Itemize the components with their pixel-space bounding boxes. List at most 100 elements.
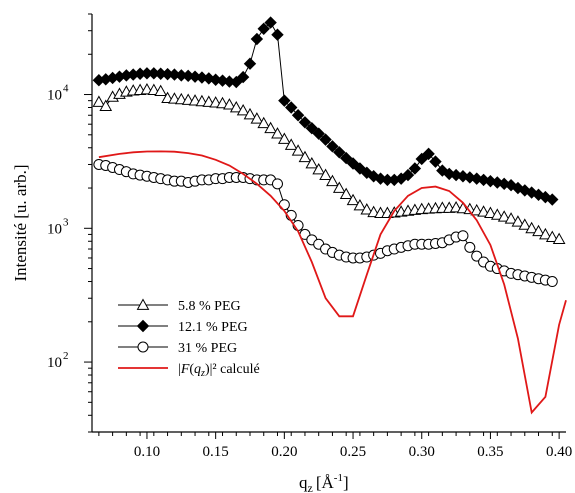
series-2 [92,16,559,206]
x-tick-label: 0.40 [546,444,572,460]
x-tick-label: 0.30 [409,444,435,460]
data-point [298,116,312,129]
data-point [504,212,518,224]
data-point [408,162,422,175]
data-point [277,132,291,144]
x-tick-label: 0.25 [340,444,366,460]
legend: 5.8 % PEG 12.1 % PEG 31 % PEG |F(qz)|² calc… [118,298,260,379]
data-point [532,224,545,237]
data-point [298,150,312,163]
data-point [353,198,367,211]
y-tick-label: 10 [47,88,62,104]
data-point [278,94,291,107]
series-4 [98,150,567,415]
x-axis-title-unit-end: ] [343,473,349,492]
data-point [305,122,319,135]
data-point [264,16,277,29]
data-point [236,103,250,116]
data-point [319,133,332,146]
x-axis-title-unit-exponent: -1 [334,472,343,484]
data-point [305,156,319,169]
data-point [518,218,532,230]
data-point [546,276,558,288]
data-point [346,193,360,206]
data-point [552,232,566,245]
y-tick-label: 10 [47,221,62,237]
data-point [236,70,250,84]
data-point [319,168,332,180]
data-point [285,101,298,114]
data-point [223,98,236,110]
data-point [271,28,284,41]
data-point [264,121,277,134]
data-point [92,95,106,107]
legend-item: 5.8 % PEG [118,298,241,314]
data-point [546,193,559,206]
data-point [333,146,346,159]
data-point [339,187,353,200]
data-point [250,32,264,46]
y-tick-label: 10 [47,355,62,371]
data-point [271,178,283,190]
data-point [136,319,150,333]
series-3 [93,158,558,288]
data-point [230,75,243,89]
y-axis-title: Intensité [u. arb.] [11,164,30,281]
data-point [497,210,511,222]
data-point [99,99,113,111]
series-line [98,150,567,415]
data-point [291,144,305,156]
x-axis-title-unit: [Å [316,473,335,492]
data-point [332,181,346,193]
x-tick-label: 0.15 [203,444,229,460]
data-point [312,127,325,140]
data-point [415,152,428,166]
data-point [257,22,270,36]
data-point [137,341,149,353]
y-tick-label-exponent: 4 [63,83,69,95]
data-point [422,147,435,161]
legend-item: |F(qz)|² calculé [118,362,260,379]
x-tick-label: 0.35 [477,444,503,460]
data-point [257,116,271,129]
data-point [457,230,469,242]
data-point [471,250,483,262]
data-point [464,241,476,253]
data-point [360,203,374,215]
legend-label: 12.1 % PEG [178,320,248,335]
data-point [243,57,257,70]
data-point [291,109,305,122]
data-point [484,206,497,218]
y-tick-label-exponent: 2 [63,350,69,362]
data-point [545,230,559,242]
data-point [339,151,353,165]
data-point [477,205,490,217]
data-point [312,162,326,175]
x-axis-title-subscript: z [308,481,313,493]
data-point [154,84,168,97]
data-point [490,208,504,220]
legend-item: 12.1 % PEG [118,319,248,335]
x-tick-label: 0.20 [271,444,297,460]
data-point [250,112,264,124]
x-axis-title-symbol: q [299,473,308,492]
series-1 [92,82,566,245]
data-point [136,298,150,310]
y-tick-label-exponent: 3 [63,216,69,228]
legend-label: 31 % PEG [178,341,237,356]
data-point [216,96,229,109]
data-point [346,157,360,170]
data-point [284,138,298,150]
data-point [243,107,257,120]
series-layer [92,16,567,415]
legend-label: 5.8 % PEG [178,299,241,314]
x-axis-title: qz [Å-1] [299,472,349,493]
data-point [539,227,552,240]
data-point [229,100,243,113]
data-point [470,203,484,216]
data-point [271,127,284,139]
data-point [147,83,161,95]
x-tick-label: 0.10 [134,444,160,460]
